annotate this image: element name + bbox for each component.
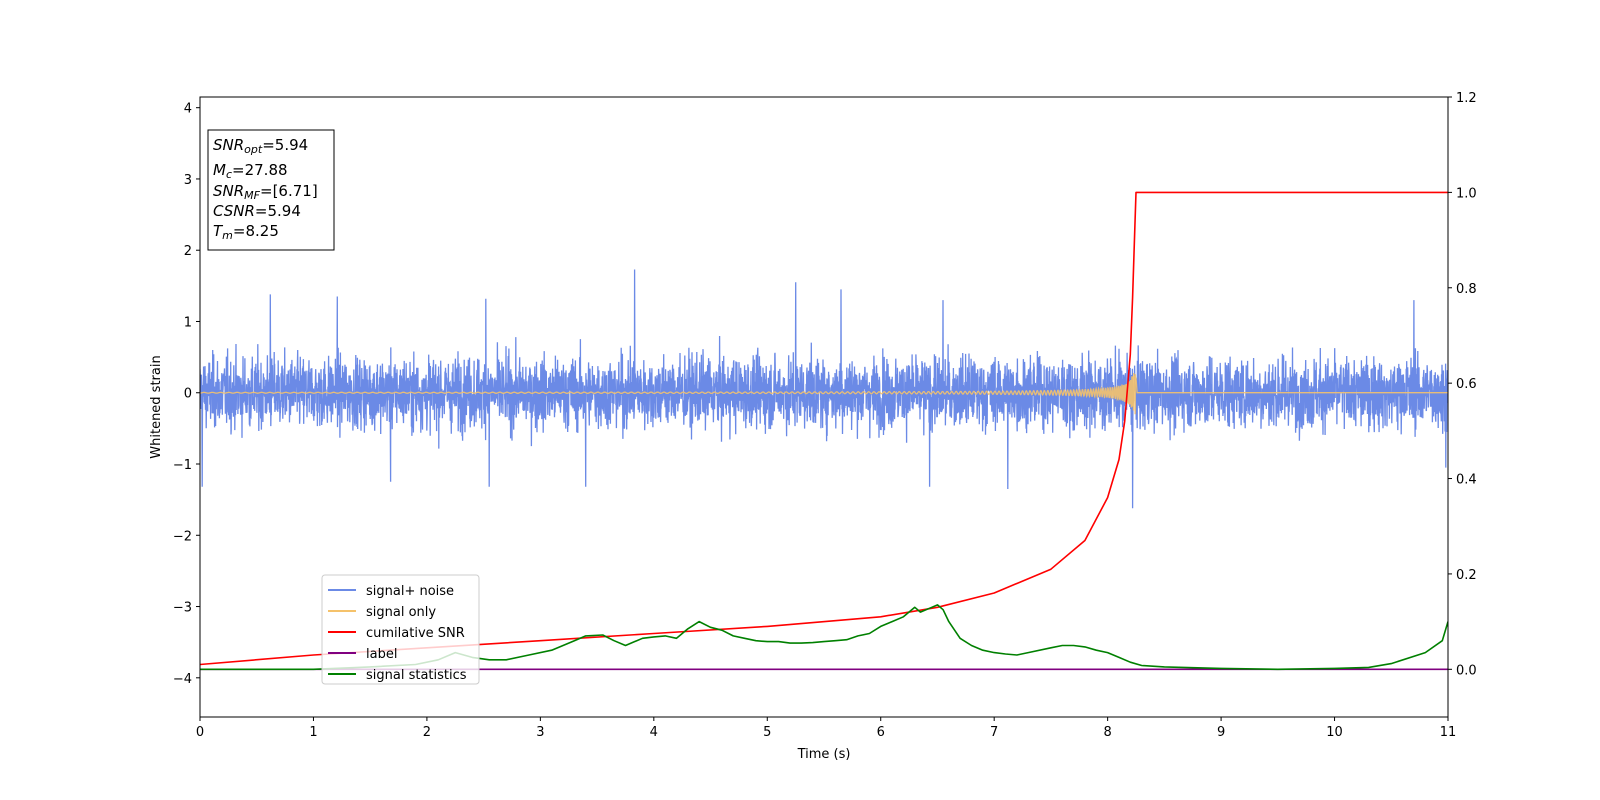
legend-label: signal+ noise bbox=[366, 584, 454, 599]
y-right-tick-label: 1.2 bbox=[1456, 91, 1477, 106]
legend-frame bbox=[321, 574, 480, 685]
x-tick-label: 5 bbox=[763, 725, 771, 740]
x-tick-label: 7 bbox=[990, 725, 998, 740]
annotation-line: Mc=27.88 bbox=[213, 161, 288, 181]
x-tick-label: 4 bbox=[650, 725, 658, 740]
y-right-tick-label: 0.0 bbox=[1456, 663, 1477, 678]
annotation-line: Tm=8.25 bbox=[213, 222, 279, 242]
left-axis-ticks: 4 3 2 1 0 −1 −2 −3 −4 bbox=[173, 102, 200, 687]
y-left-tick-label: 4 bbox=[184, 102, 192, 117]
x-tick-label: 2 bbox=[423, 725, 431, 740]
annotation-line: SNRopt=5.94 bbox=[213, 136, 308, 156]
right-axis-ticks: 1.2 1.0 0.8 0.6 0.4 0.2 0.0 bbox=[1448, 91, 1477, 678]
plot-frame bbox=[199, 96, 1449, 718]
x-tick-label: 11 bbox=[1440, 725, 1457, 740]
y-left-tick-label: −3 bbox=[173, 601, 192, 616]
legend-label: signal only bbox=[366, 605, 436, 620]
annotation-frame bbox=[207, 129, 335, 251]
y-axis-label-left: Whitened strain bbox=[149, 355, 164, 458]
series-signal-noise bbox=[200, 269, 1448, 509]
legend: signal+ noise signal only cumilative SNR la… bbox=[321, 574, 480, 685]
x-tick-label: 6 bbox=[877, 725, 885, 740]
annotation-box: SNRopt=5.94 Mc=27.88SNRMF=[6.71]CSNR=5.94… bbox=[207, 129, 335, 251]
x-tick-label: 0 bbox=[196, 725, 204, 740]
series-signal-only bbox=[200, 372, 1448, 415]
y-right-tick-label: 1.0 bbox=[1456, 186, 1477, 201]
annotation-lines: SNRopt=5.94 Mc=27.88SNRMF=[6.71]CSNR=5.94… bbox=[213, 136, 318, 242]
legend-label: cumilative SNR bbox=[366, 626, 465, 641]
y-left-tick-label: −2 bbox=[173, 529, 192, 544]
x-axis-ticks: 0 1 2 3 4 5 6 7 8 9 10 11 bbox=[196, 717, 1456, 740]
legend-items: signal+ noise signal only cumilative SNR la… bbox=[328, 584, 467, 683]
y-right-tick-label: 0.8 bbox=[1456, 282, 1477, 297]
annotation-line: SNRMF=[6.71] bbox=[213, 182, 318, 202]
x-tick-label: 3 bbox=[536, 725, 544, 740]
y-left-tick-label: 2 bbox=[184, 244, 192, 259]
series-signal-statistics bbox=[200, 604, 1448, 671]
y-left-tick-label: −1 bbox=[173, 458, 192, 473]
y-right-tick-label: 0.4 bbox=[1456, 473, 1477, 488]
x-axis-label: Time (s) bbox=[797, 747, 851, 762]
legend-label: label bbox=[366, 647, 397, 662]
y-right-tick-label: 0.6 bbox=[1456, 377, 1477, 392]
x-tick-label: 10 bbox=[1326, 725, 1343, 740]
series-cumilative-snr bbox=[200, 191, 1448, 666]
x-tick-label: 9 bbox=[1217, 725, 1225, 740]
legend-label: signal statistics bbox=[366, 668, 467, 683]
x-tick-label: 1 bbox=[309, 725, 317, 740]
y-right-tick-label: 0.2 bbox=[1456, 568, 1477, 583]
y-left-tick-label: −4 bbox=[173, 672, 192, 687]
x-tick-label: 8 bbox=[1103, 725, 1111, 740]
annotation-line: CSNR=5.94 bbox=[213, 202, 301, 220]
y-left-tick-label: 0 bbox=[184, 387, 192, 402]
y-left-tick-label: 3 bbox=[184, 173, 192, 188]
y-left-tick-label: 1 bbox=[184, 315, 192, 330]
